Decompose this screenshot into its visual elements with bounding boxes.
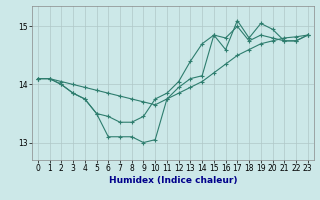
X-axis label: Humidex (Indice chaleur): Humidex (Indice chaleur): [108, 176, 237, 185]
